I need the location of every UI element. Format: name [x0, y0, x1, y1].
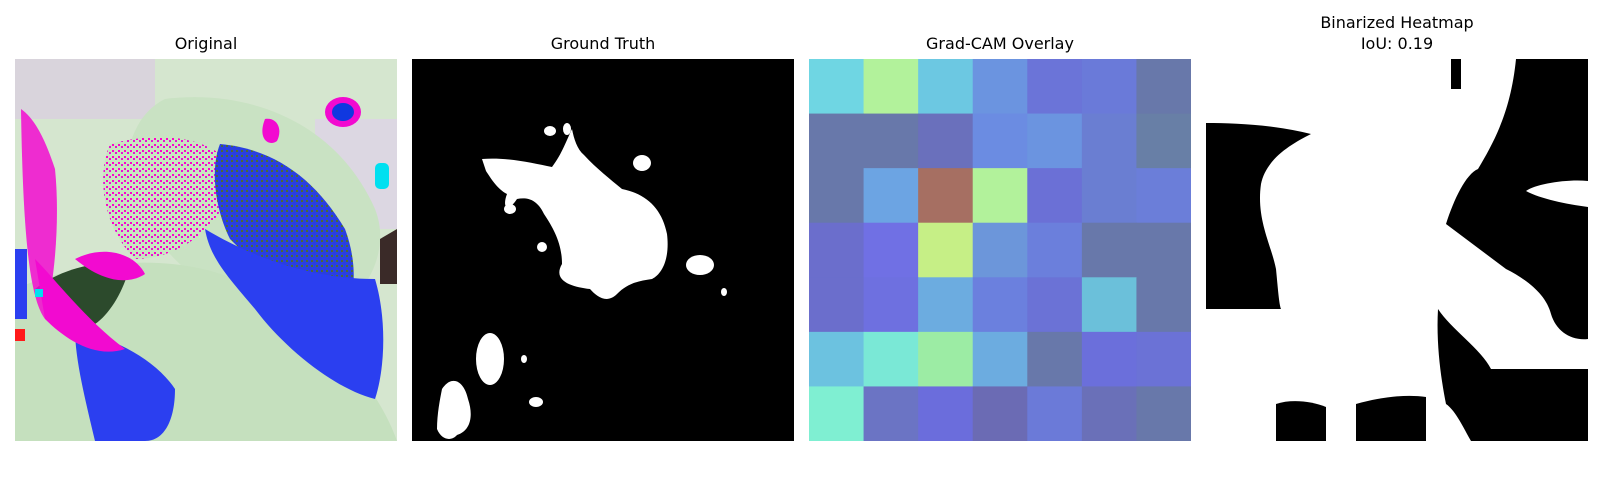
- gradcam-cell: [1081, 331, 1137, 387]
- gradcam-cell: [972, 113, 1028, 169]
- gradcam-cell: [1081, 168, 1137, 224]
- gradcam-cell: [863, 168, 919, 224]
- gradcam-cell: [972, 59, 1028, 115]
- gradcam-cell: [972, 386, 1028, 441]
- gradcam-cell: [918, 277, 974, 333]
- gradcam-cell: [1081, 277, 1137, 333]
- gradcam-cell: [809, 113, 865, 169]
- gradcam-cell: [1027, 331, 1083, 387]
- gradcam-cell: [972, 168, 1028, 224]
- gradcam-cell: [1136, 168, 1191, 224]
- gradcam-cell: [918, 222, 974, 278]
- gradcam-cell: [1027, 222, 1083, 278]
- gradcam-cell: [972, 277, 1028, 333]
- gradcam-cell: [1081, 59, 1137, 115]
- binarized-heatmap-mask: [1206, 59, 1588, 441]
- gradcam-cell: [1027, 59, 1083, 115]
- panel-ground-truth: Ground Truth: [412, 0, 794, 500]
- original-image-graphic: [15, 59, 397, 441]
- gradcam-cell: [863, 386, 919, 441]
- gradcam-cell: [918, 331, 974, 387]
- gradcam-cell: [1081, 113, 1137, 169]
- gradcam-cell: [1136, 277, 1191, 333]
- panel-binarized-heatmap: Binarized Heatmap IoU: 0.19: [1206, 0, 1588, 500]
- gradcam-cell: [972, 331, 1028, 387]
- gradcam-cell: [1081, 222, 1137, 278]
- gradcam-cell: [918, 113, 974, 169]
- gradcam-cell: [863, 331, 919, 387]
- panel-title-gradcam-overlay: Grad-CAM Overlay: [926, 34, 1074, 53]
- original-image: [15, 59, 397, 441]
- gradcam-cell: [1136, 331, 1191, 387]
- gradcam-cell: [1027, 113, 1083, 169]
- gradcam-cell: [809, 222, 865, 278]
- gradcam-cell: [918, 168, 974, 224]
- gradcam-cell: [863, 222, 919, 278]
- gradcam-cell: [809, 386, 865, 441]
- gradcam-overlay-image: [809, 59, 1191, 441]
- gradcam-cell: [863, 59, 919, 115]
- gradcam-cell: [809, 168, 865, 224]
- gradcam-cell: [1136, 222, 1191, 278]
- panel-gradcam-overlay: Grad-CAM Overlay: [809, 0, 1191, 500]
- ground-truth-mask-graphic: [412, 59, 794, 441]
- gradcam-cell: [1027, 168, 1083, 224]
- panel-original: Original: [15, 0, 397, 500]
- gradcam-cell: [1136, 113, 1191, 169]
- gradcam-heatmap-grid: [809, 59, 1191, 441]
- gradcam-cell: [1136, 59, 1191, 115]
- binarized-heatmap-graphic: [1206, 59, 1588, 441]
- panel-title-original: Original: [174, 34, 238, 53]
- gradcam-cell: [1136, 386, 1191, 441]
- gradcam-cell: [809, 59, 865, 115]
- gradcam-cell: [863, 113, 919, 169]
- gradcam-cell: [809, 331, 865, 387]
- gradcam-cell: [918, 386, 974, 441]
- panel-title-ground-truth: Ground Truth: [550, 34, 656, 53]
- gradcam-cell: [863, 277, 919, 333]
- gradcam-cell: [1027, 386, 1083, 441]
- panel-title-binarized-heatmap: Binarized Heatmap IoU: 0.19: [1320, 13, 1474, 53]
- gradcam-cell: [1027, 277, 1083, 333]
- gradcam-cell: [972, 222, 1028, 278]
- gradcam-cell: [918, 59, 974, 115]
- ground-truth-mask: [412, 59, 794, 441]
- gradcam-cell: [809, 277, 865, 333]
- gradcam-cell: [1081, 386, 1137, 441]
